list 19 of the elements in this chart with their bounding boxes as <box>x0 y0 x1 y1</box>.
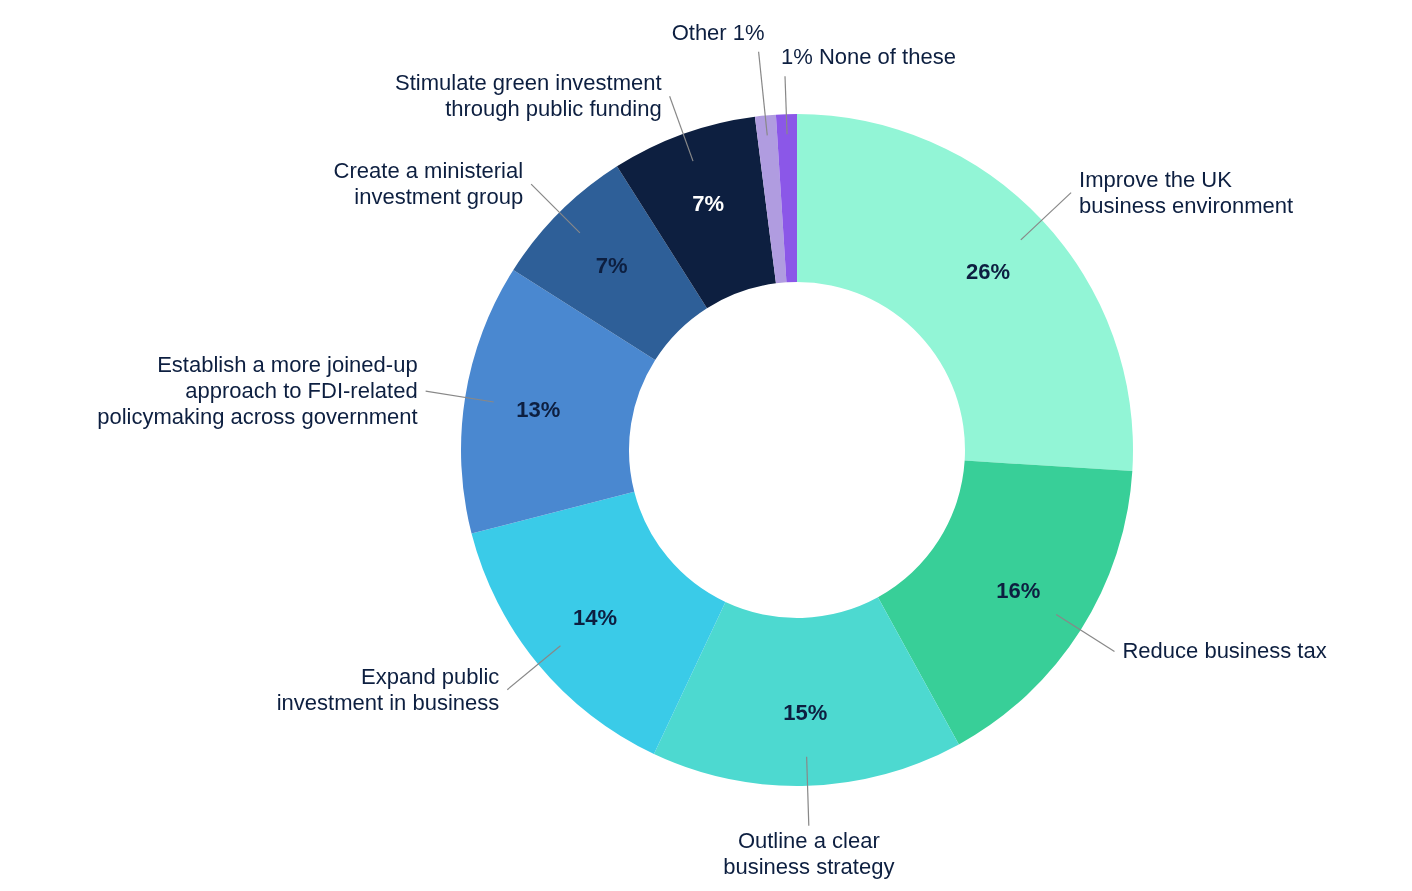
data-label: 14% <box>573 605 618 631</box>
slice-label: Expand public investment in business <box>276 663 500 715</box>
data-label: 7% <box>595 252 628 278</box>
data-label: 15% <box>783 699 828 725</box>
slice-label: Stimulate green investment through public funding <box>395 70 662 122</box>
data-label: 7% <box>692 191 725 217</box>
donut-slice <box>775 114 797 283</box>
slice-label: 1% None of these <box>781 44 956 70</box>
data-label: 16% <box>996 578 1041 604</box>
donut-slice <box>754 114 787 284</box>
slice-label: Other 1% <box>671 19 765 45</box>
data-label: 13% <box>516 397 561 423</box>
slice-label: Establish a more joined-up approach to FDI-related policymaking across government <box>97 352 418 430</box>
slice-label: Create a ministerial investment group <box>333 158 524 210</box>
slice-label: Outline a clear business strategy <box>723 827 895 879</box>
slice-label: Improve the UK business environment <box>1079 166 1294 218</box>
slice-label: Reduce business tax <box>1122 638 1327 664</box>
donut-slice <box>653 597 959 786</box>
data-label: 26% <box>965 258 1011 284</box>
